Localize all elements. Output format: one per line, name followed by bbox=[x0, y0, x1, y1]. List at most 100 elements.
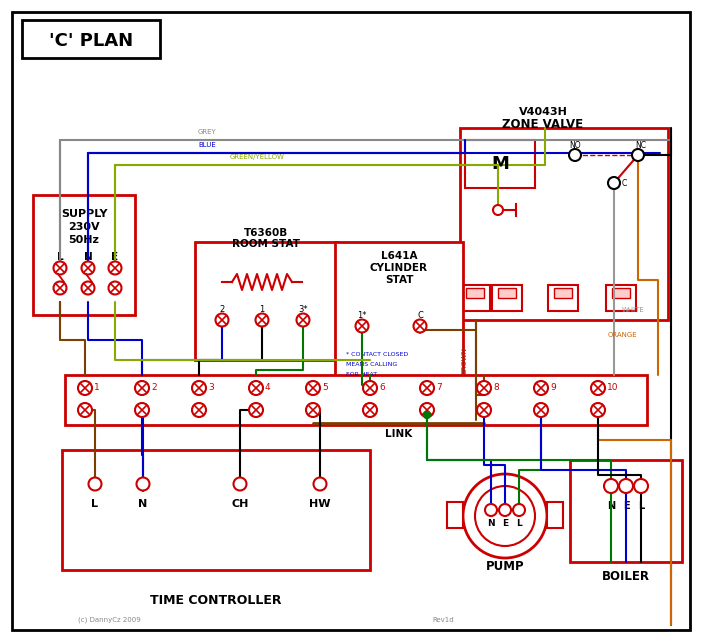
Bar bbox=[554, 288, 572, 298]
Circle shape bbox=[619, 479, 633, 493]
Circle shape bbox=[234, 478, 246, 490]
Text: 2: 2 bbox=[151, 383, 157, 392]
Circle shape bbox=[475, 486, 535, 546]
Text: N: N bbox=[84, 252, 93, 262]
Text: NC: NC bbox=[635, 142, 647, 151]
Text: 4: 4 bbox=[265, 383, 271, 392]
Circle shape bbox=[493, 205, 503, 215]
Circle shape bbox=[256, 313, 268, 326]
Text: ZONE VALVE: ZONE VALVE bbox=[503, 119, 583, 131]
Text: L: L bbox=[91, 499, 98, 509]
Circle shape bbox=[420, 381, 434, 395]
Circle shape bbox=[413, 319, 427, 333]
Text: E: E bbox=[112, 252, 119, 262]
Circle shape bbox=[296, 313, 310, 326]
Circle shape bbox=[608, 177, 620, 189]
Circle shape bbox=[249, 381, 263, 395]
Bar bbox=[548, 285, 578, 311]
Text: N: N bbox=[138, 499, 147, 509]
Circle shape bbox=[306, 381, 320, 395]
Text: L: L bbox=[57, 252, 63, 262]
Text: FOR HEAT: FOR HEAT bbox=[346, 372, 377, 378]
Text: L: L bbox=[638, 501, 644, 511]
Text: V4043H: V4043H bbox=[519, 107, 567, 117]
Circle shape bbox=[78, 403, 92, 417]
Bar bbox=[335, 242, 463, 390]
Circle shape bbox=[192, 381, 206, 395]
Circle shape bbox=[249, 403, 263, 417]
Text: E: E bbox=[623, 501, 629, 511]
Text: GREEN/YELLOW: GREEN/YELLOW bbox=[230, 154, 285, 160]
Text: LINK: LINK bbox=[385, 429, 412, 439]
Text: L641A: L641A bbox=[380, 251, 417, 261]
Circle shape bbox=[499, 504, 511, 516]
Bar bbox=[22, 20, 160, 58]
Circle shape bbox=[53, 281, 67, 294]
Circle shape bbox=[591, 381, 605, 395]
Text: L: L bbox=[516, 519, 522, 528]
Text: 5: 5 bbox=[322, 383, 328, 392]
Text: 'C' PLAN: 'C' PLAN bbox=[49, 32, 133, 50]
Circle shape bbox=[420, 403, 434, 417]
Circle shape bbox=[135, 381, 149, 395]
Text: 50Hz: 50Hz bbox=[69, 235, 100, 245]
Text: M: M bbox=[491, 155, 509, 173]
Text: C: C bbox=[621, 179, 627, 188]
Text: C: C bbox=[417, 312, 423, 320]
Circle shape bbox=[109, 281, 121, 294]
Bar bbox=[606, 285, 636, 311]
Bar bbox=[465, 140, 535, 188]
Circle shape bbox=[363, 403, 377, 417]
Circle shape bbox=[363, 381, 377, 395]
Circle shape bbox=[216, 313, 228, 326]
Circle shape bbox=[306, 403, 320, 417]
Bar bbox=[460, 285, 490, 311]
Text: HW: HW bbox=[310, 499, 331, 509]
Circle shape bbox=[534, 381, 548, 395]
Text: 2: 2 bbox=[219, 306, 225, 315]
Bar bbox=[33, 195, 135, 315]
Text: CYLINDER: CYLINDER bbox=[370, 263, 428, 273]
Circle shape bbox=[632, 149, 644, 161]
Text: WHITE: WHITE bbox=[622, 307, 644, 313]
Circle shape bbox=[88, 478, 102, 490]
Text: 1: 1 bbox=[94, 383, 100, 392]
Circle shape bbox=[109, 262, 121, 274]
Text: N: N bbox=[607, 501, 615, 511]
Circle shape bbox=[78, 381, 92, 395]
Circle shape bbox=[485, 504, 497, 516]
Circle shape bbox=[136, 478, 150, 490]
Text: 1: 1 bbox=[259, 306, 265, 315]
Bar bbox=[62, 450, 370, 570]
Circle shape bbox=[53, 262, 67, 274]
Text: BLUE: BLUE bbox=[198, 142, 216, 148]
Circle shape bbox=[423, 412, 430, 419]
Text: TIME CONTROLLER: TIME CONTROLLER bbox=[150, 594, 282, 606]
Text: T6360B: T6360B bbox=[244, 228, 288, 238]
Circle shape bbox=[192, 403, 206, 417]
Circle shape bbox=[81, 262, 95, 274]
Bar bbox=[547, 502, 563, 528]
Text: Rev1d: Rev1d bbox=[432, 617, 453, 623]
Text: 8: 8 bbox=[493, 383, 498, 392]
Bar bbox=[466, 288, 484, 298]
Text: 6: 6 bbox=[379, 383, 385, 392]
Bar bbox=[492, 285, 522, 311]
Text: 7: 7 bbox=[436, 383, 442, 392]
Text: 3: 3 bbox=[208, 383, 213, 392]
Bar bbox=[570, 460, 682, 562]
Text: (c) DannyCz 2009: (c) DannyCz 2009 bbox=[78, 617, 140, 623]
Text: N: N bbox=[487, 519, 495, 528]
Text: MEANS CALLING: MEANS CALLING bbox=[346, 363, 397, 367]
Text: 230V: 230V bbox=[68, 222, 100, 232]
Text: 9: 9 bbox=[550, 383, 556, 392]
Text: E: E bbox=[502, 519, 508, 528]
Bar bbox=[65, 375, 647, 425]
Text: NO: NO bbox=[569, 142, 581, 151]
Circle shape bbox=[463, 474, 547, 558]
Text: ORANGE: ORANGE bbox=[608, 332, 637, 338]
Text: 10: 10 bbox=[607, 383, 618, 392]
Text: BOILER: BOILER bbox=[602, 570, 650, 583]
Circle shape bbox=[591, 403, 605, 417]
Text: 3*: 3* bbox=[298, 306, 307, 315]
